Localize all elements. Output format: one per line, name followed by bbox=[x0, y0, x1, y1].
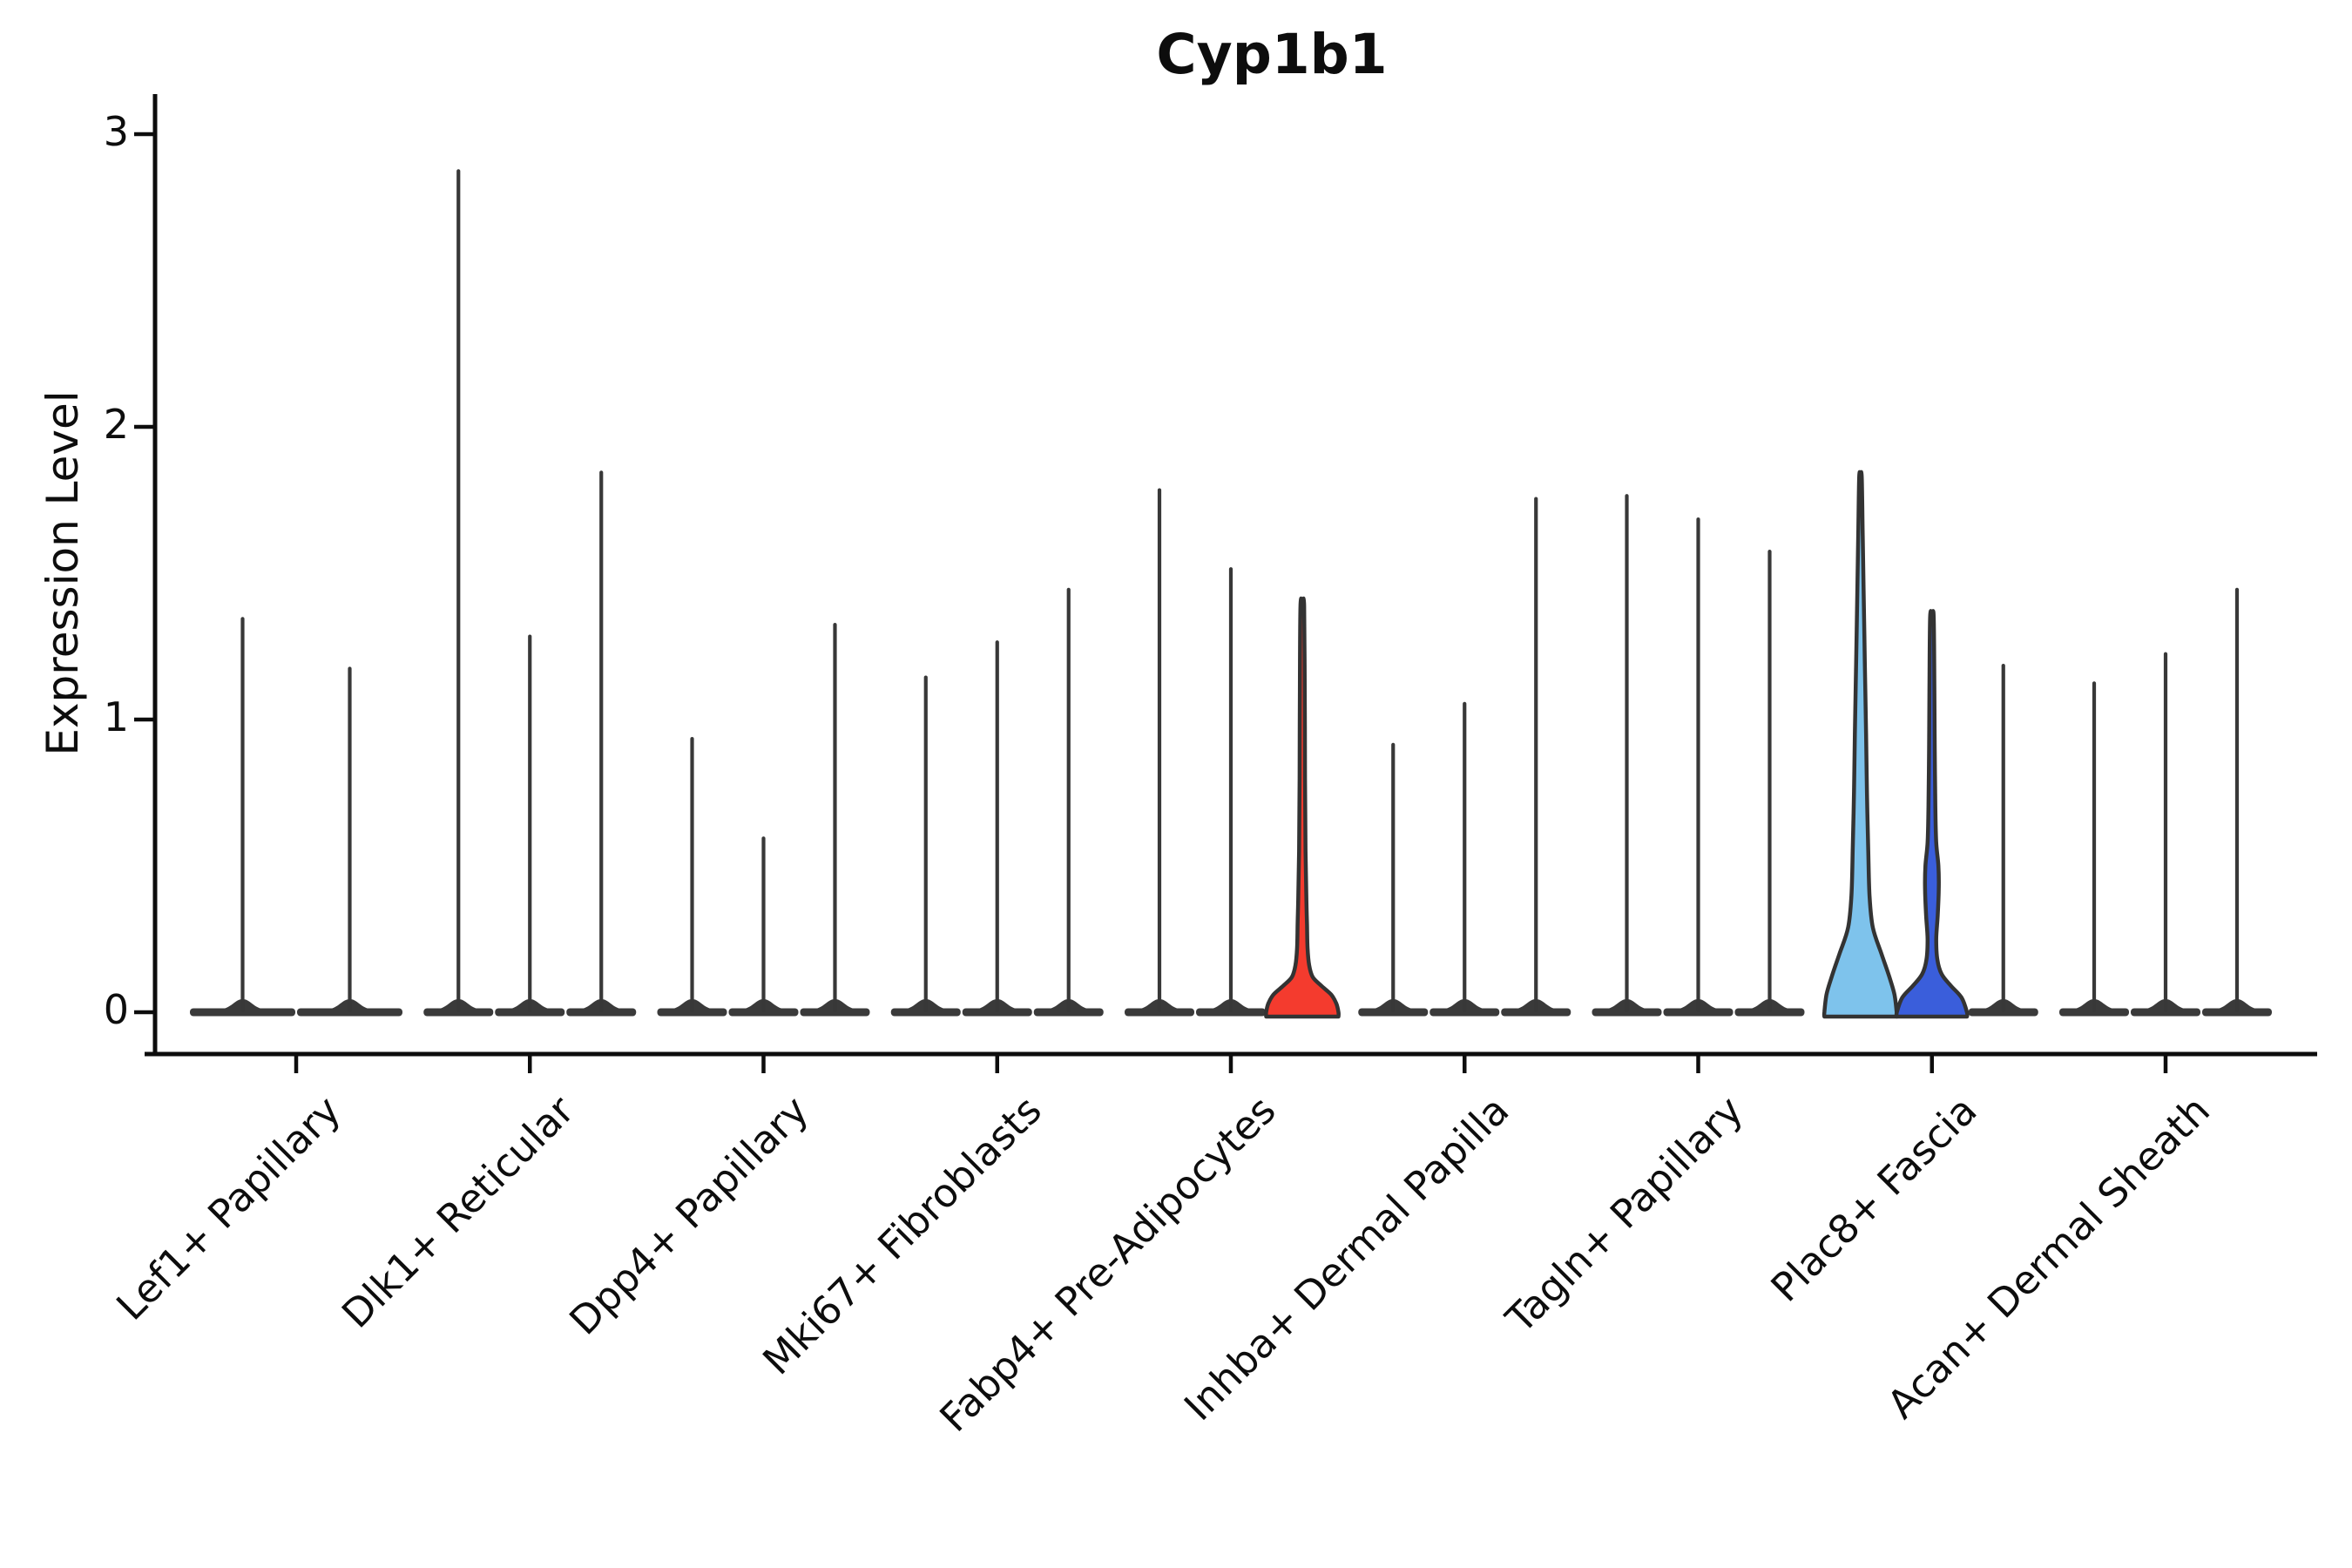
y-tick-label: 3 bbox=[103, 108, 129, 155]
y-tick-label: 2 bbox=[103, 401, 129, 448]
violin-dark_blue bbox=[1894, 609, 1970, 1019]
y-tick-label: 1 bbox=[103, 693, 129, 740]
violin-light_blue bbox=[1821, 470, 1899, 1019]
violin-red bbox=[1264, 596, 1341, 1019]
y-tick-label: 0 bbox=[103, 986, 129, 1033]
plot-title: Cyp1b1 bbox=[1156, 23, 1388, 86]
